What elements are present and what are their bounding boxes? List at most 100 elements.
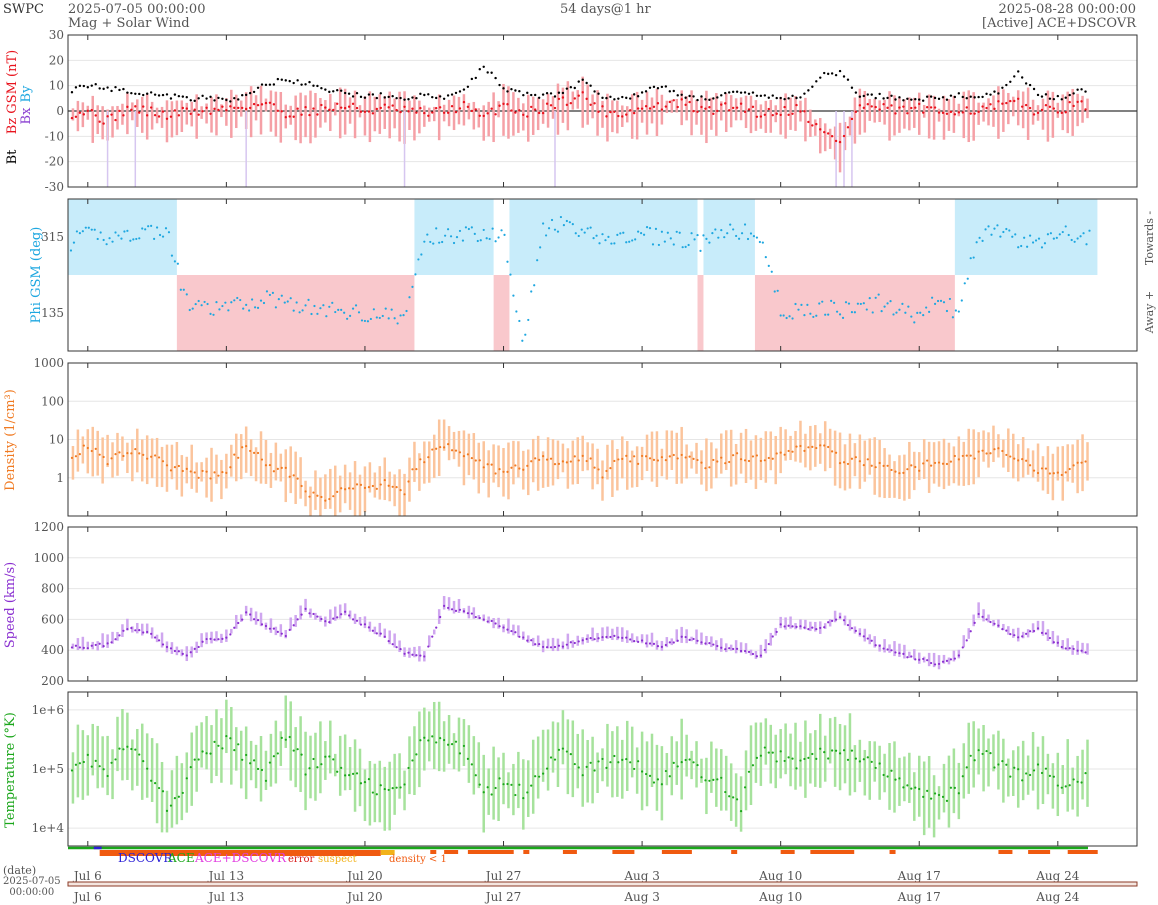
phi-point (898, 308, 901, 311)
phi-point (586, 227, 589, 230)
speed-point (122, 629, 125, 632)
speed-point (633, 640, 636, 643)
phi-point (444, 234, 447, 237)
density-point (716, 460, 719, 463)
phi-point (776, 289, 779, 292)
temperature-point (569, 753, 572, 756)
phi-point (268, 293, 272, 297)
speed-point (569, 641, 572, 644)
density-point (680, 453, 683, 457)
speed-point (316, 615, 319, 618)
density-point (973, 457, 976, 460)
bt-point (648, 86, 652, 90)
temperature-point (348, 774, 351, 777)
speed-point (795, 625, 798, 628)
density-point (165, 464, 169, 467)
phi-point (482, 228, 485, 232)
density-point (862, 464, 865, 467)
temperature-point (252, 759, 256, 762)
speed-point (648, 642, 652, 645)
temperature-point (724, 790, 727, 794)
phi-point (464, 226, 468, 229)
density-point (941, 462, 945, 465)
bt-point (1028, 83, 1032, 87)
phi-point (491, 227, 494, 230)
density-point (700, 461, 703, 464)
temperature-point (783, 759, 786, 763)
speed-point (478, 616, 481, 620)
bz-point (478, 114, 481, 117)
speed-point (419, 654, 422, 657)
temperature-point (193, 758, 196, 761)
phi-point (880, 309, 883, 313)
temperature-point (308, 767, 311, 770)
phi-point (660, 230, 663, 233)
density-point (751, 455, 755, 458)
temperature-point (538, 775, 541, 778)
phi-point (135, 237, 138, 241)
density-point (977, 450, 980, 453)
phi-point (417, 258, 420, 261)
bt-point (264, 83, 268, 87)
phi-point (735, 234, 738, 238)
density-point (842, 461, 846, 464)
density-point (918, 469, 921, 472)
phi-point (642, 233, 646, 236)
temperature-point (506, 782, 509, 786)
speed-point (886, 648, 889, 651)
bz-point (252, 102, 256, 106)
bt-point (589, 84, 592, 87)
bt-point (419, 92, 422, 96)
bz-point (629, 109, 632, 112)
bz-point (712, 112, 715, 116)
speed-point (114, 638, 117, 641)
bz-point (898, 106, 901, 109)
bz-point (94, 114, 97, 117)
phi-point (743, 223, 747, 226)
bz-point (276, 109, 280, 112)
density-point (736, 452, 739, 455)
temperature-panel-frame (67, 691, 1138, 847)
bz-point (1036, 111, 1040, 115)
bt-point (830, 72, 834, 75)
phi-point (791, 317, 794, 320)
bt-point (763, 94, 767, 97)
bz-point (462, 100, 466, 104)
temperature-point (811, 752, 814, 756)
density-point (280, 466, 283, 469)
bz-point (834, 139, 838, 143)
bt-point (181, 95, 185, 98)
density-point (173, 465, 176, 469)
phi-point (1031, 241, 1035, 244)
temperature-point (561, 747, 565, 750)
temperature-point (973, 759, 976, 762)
temperature-point (767, 751, 770, 754)
bz-point (973, 112, 976, 115)
bz-point (351, 102, 355, 106)
away-label: Away + (1143, 291, 1156, 334)
speed-point (1036, 627, 1040, 630)
phi-point (856, 302, 859, 305)
phi-point (402, 314, 405, 317)
speed-point (193, 647, 196, 650)
phi-point (1029, 234, 1032, 237)
bt-point (945, 98, 949, 101)
speed-point (542, 645, 545, 649)
density-point (625, 454, 628, 457)
density-point (482, 466, 485, 469)
temperature-point (383, 787, 386, 791)
speed-point (589, 637, 592, 640)
density-point (811, 445, 814, 448)
density-point (399, 489, 402, 492)
bt-point (910, 98, 913, 101)
density-point (846, 462, 850, 466)
bt-point (605, 96, 608, 100)
bz-point (676, 105, 679, 109)
bz-point (660, 108, 664, 111)
bz-point (613, 110, 616, 113)
phi-point (928, 310, 931, 314)
temperature-point (344, 774, 347, 777)
bt-point (981, 95, 984, 99)
temperature-point (882, 773, 885, 777)
density-point (118, 451, 121, 454)
